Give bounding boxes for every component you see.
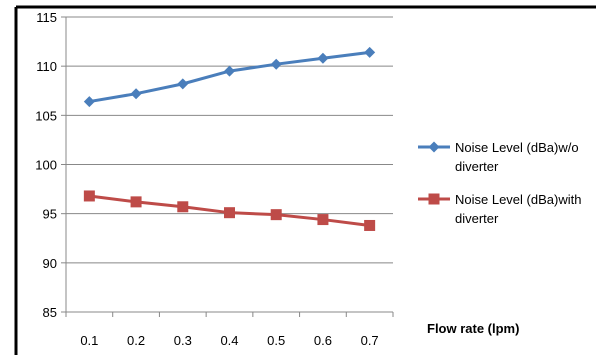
data-point-2	[130, 196, 142, 208]
x-tick-label: 0.7	[361, 333, 379, 348]
data-point-1	[224, 65, 235, 77]
data-point-2	[270, 209, 282, 221]
y-tick-label: 115	[36, 10, 57, 25]
data-point-1	[130, 88, 142, 100]
data-point-1	[83, 96, 95, 108]
data-point-2	[364, 219, 376, 231]
data-point-2	[177, 201, 189, 213]
legend: Noise Level (dBa)w/o diverter Noise Level …	[418, 140, 581, 226]
y-tick-label: 95	[43, 207, 57, 222]
x-tick-label: 0.2	[127, 333, 145, 348]
x-tick-label: 0.5	[267, 333, 285, 348]
legend-marker-1	[428, 141, 440, 153]
legend-label-2: Noise Level (dBa)with	[455, 192, 581, 207]
data-point-2	[83, 190, 95, 202]
legend-label-1: Noise Level (dBa)w/o	[455, 140, 579, 155]
legend-label-2: diverter	[455, 211, 499, 226]
axes: 85 90 95 100 105 110 115 0.1 0.2 0.3 0.4 0.5 0.6 0.7	[35, 10, 394, 348]
data-point-2	[317, 214, 329, 226]
data-point-1	[364, 46, 376, 58]
data-point-2	[224, 207, 235, 219]
data-point-1	[177, 78, 189, 90]
x-tick-label: 0.3	[174, 333, 192, 348]
legend-label-1: diverter	[455, 159, 499, 174]
x-axis-title: Flow rate (lpm)	[427, 321, 519, 336]
data-point-1	[270, 58, 282, 70]
data-point-1	[317, 52, 329, 64]
x-tick-label: 0.6	[314, 333, 332, 348]
y-tick-label: 85	[43, 305, 57, 320]
x-tick-label: 0.1	[80, 333, 98, 348]
y-tick-label: 100	[35, 158, 57, 173]
legend-marker-2	[428, 193, 440, 205]
y-tick-label: 110	[36, 59, 57, 74]
y-tick-label: 90	[43, 256, 57, 271]
series	[83, 46, 376, 231]
x-tick-label: 0.4	[220, 333, 238, 348]
y-tick-label: 105	[35, 108, 57, 123]
